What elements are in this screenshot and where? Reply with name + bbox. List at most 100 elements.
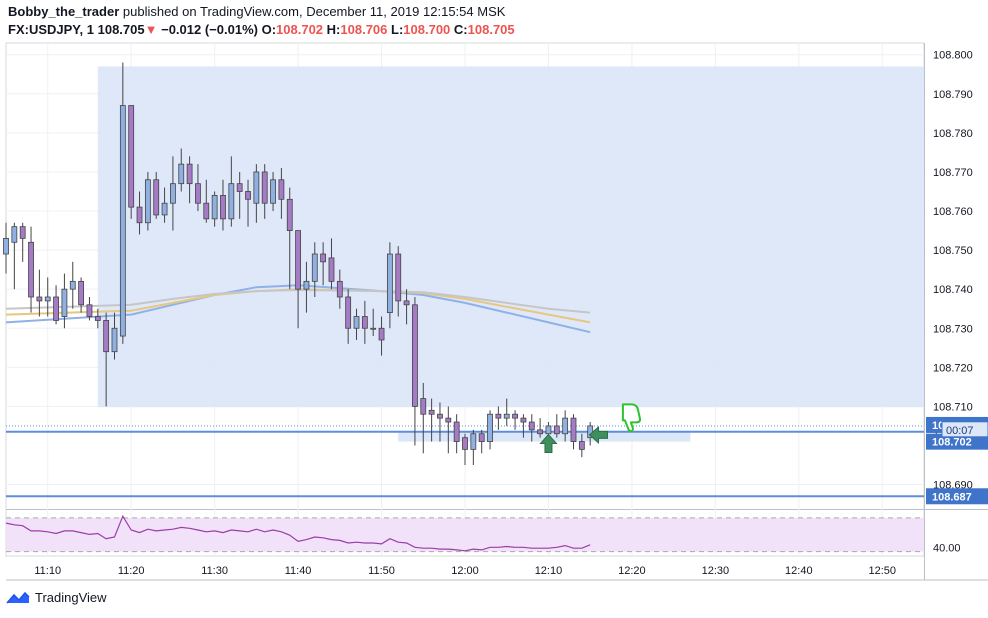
candle [128,105,135,219]
candle [36,269,43,317]
support-zone [398,432,691,442]
candle [428,398,435,442]
candle [336,269,343,309]
candle-body [453,421,460,442]
price-tag-label: 108.687 [932,491,972,503]
candle-body [253,171,260,204]
candle [328,238,335,290]
candle [395,246,402,317]
candle [520,414,527,438]
candle-body [428,409,435,415]
candle-body [69,280,76,290]
last-price: 108.705 [97,22,145,37]
candle [295,230,301,329]
candle-body [53,296,59,321]
candle [378,316,385,356]
candle-body [94,316,101,321]
y-tick-label: 108.730 [933,323,973,335]
candle [61,273,68,329]
candle [437,402,443,442]
candle [453,414,460,454]
candle [512,410,518,430]
y-tick-label: 108.720 [933,362,973,374]
candle-body [278,179,285,200]
green-left-arrow-icon [588,425,609,445]
up-arrow-shape [539,433,558,454]
candle-body [437,413,443,419]
countdown-label: 00:07 [946,425,974,437]
candle-body [28,241,34,298]
x-tick-label: 11:20 [118,565,145,577]
candle [537,418,544,438]
candle-body [36,296,43,302]
candle-body [119,105,126,337]
thumbs-down-icon [621,403,642,433]
tradingview-logo-icon [6,591,30,603]
candle [320,242,327,286]
candle [286,187,293,290]
candle-body [553,425,560,435]
candle-body [78,280,85,306]
x-tick-label: 12:20 [618,565,646,577]
candle [86,296,93,321]
open-value: 108.702 [276,22,324,37]
candle-body [245,191,251,200]
author-name[interactable]: Bobby_the_trader [8,4,120,19]
candle [553,414,560,438]
published-text: published on TradingView.com, December 1… [122,4,506,19]
resistance-zone [97,66,925,408]
candle-body [144,179,151,224]
candle [311,242,318,297]
candle-body [128,105,135,208]
candle [69,261,76,309]
x-tick-label: 12:30 [702,565,730,577]
candle-body [512,413,518,419]
candle [403,289,410,325]
candle [161,187,168,223]
candle-body [170,183,176,204]
candle-body [186,163,193,185]
candle-body [562,417,569,435]
candle-body [19,226,26,239]
candle-body [86,304,93,317]
candle-body [44,296,51,302]
candle [245,179,251,227]
candle-body [303,280,310,290]
oscillator-tick-label: 40.00 [933,542,961,554]
footer-brand[interactable]: TradingView [6,590,107,605]
close-label: C: [453,22,468,37]
candle [103,312,110,407]
candle [345,289,352,344]
y-tick-label: 108.750 [933,245,973,257]
candle-body [11,226,18,243]
candle [303,261,310,313]
candle-body [470,433,477,450]
candle-body [345,296,352,329]
candle [170,156,176,231]
candle-body [361,316,368,329]
candle-body [445,417,452,423]
candle [220,179,226,231]
candle-body [478,433,485,442]
candle-body [386,253,393,314]
candle [3,222,9,274]
candle [470,429,477,466]
candle-body [487,413,493,442]
candle [445,406,452,454]
price-tag: 108.687 [926,488,988,505]
high-label: H: [326,22,341,37]
candle [178,148,185,192]
candle-body [336,280,343,298]
candle-body [545,425,552,435]
open-label: O: [261,22,277,37]
candle [570,414,577,450]
candle [495,406,502,430]
candle [203,179,210,223]
candle [487,410,493,450]
candle-body [395,253,402,302]
candle-body [3,237,9,255]
candle [11,222,18,290]
candle [153,171,160,219]
x-tick-label: 11:50 [368,565,395,577]
